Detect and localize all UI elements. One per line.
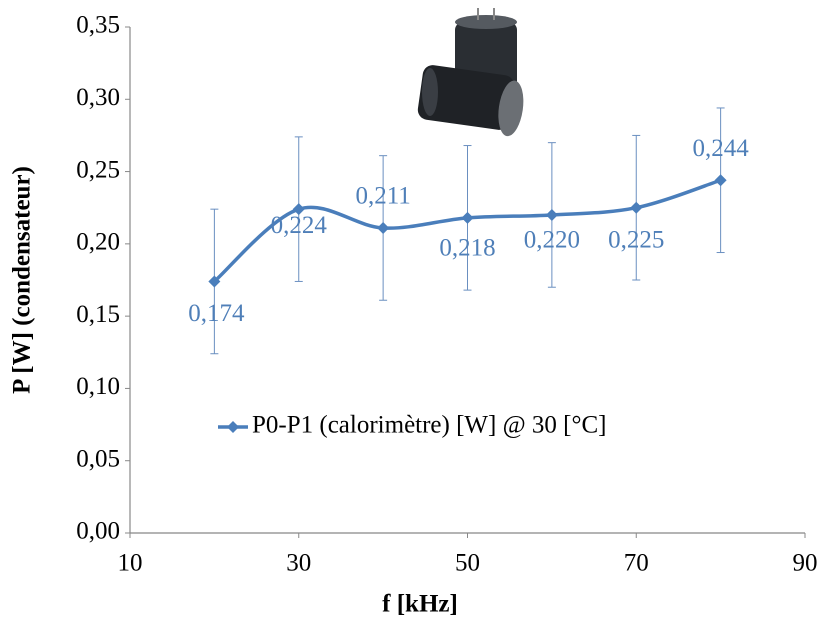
x-axis-title: f [kHz] (382, 591, 458, 618)
marker (292, 203, 305, 216)
y-tick-label: 0,15 (76, 301, 120, 328)
x-tick-label: 30 (286, 550, 311, 577)
y-tick-label: 0,20 (76, 229, 120, 256)
x-tick-label: 10 (118, 550, 143, 577)
data-label: 0,244 (693, 135, 750, 162)
capacitor-photo (417, 8, 524, 137)
marker (714, 174, 727, 187)
y-axis-title: P [W] (condensateur) (9, 166, 36, 394)
y-tick-label: 0,25 (76, 156, 120, 183)
data-label: 0,220 (524, 227, 580, 254)
marker (208, 275, 221, 288)
x-tick-label: 70 (624, 550, 649, 577)
marker (630, 201, 643, 214)
legend-marker (227, 421, 239, 433)
y-tick-label: 0,05 (76, 445, 120, 472)
marker (377, 221, 390, 234)
data-label: 0,218 (439, 235, 495, 262)
data-label: 0,224 (271, 212, 328, 239)
marker (545, 208, 558, 221)
y-tick-label: 0,30 (76, 84, 120, 111)
data-label: 0,225 (608, 226, 664, 253)
legend-label: P0-P1 (calorimètre) [W] @ 30 [°C] (252, 412, 606, 439)
y-tick-label: 0,35 (76, 12, 120, 39)
data-label: 0,211 (355, 183, 410, 210)
marker (461, 211, 474, 224)
x-tick-label: 50 (455, 550, 480, 577)
x-tick-label: 90 (793, 550, 818, 577)
y-tick-label: 0,10 (76, 373, 120, 400)
y-tick-label: 0,00 (76, 518, 120, 545)
data-label: 0,174 (188, 300, 245, 327)
